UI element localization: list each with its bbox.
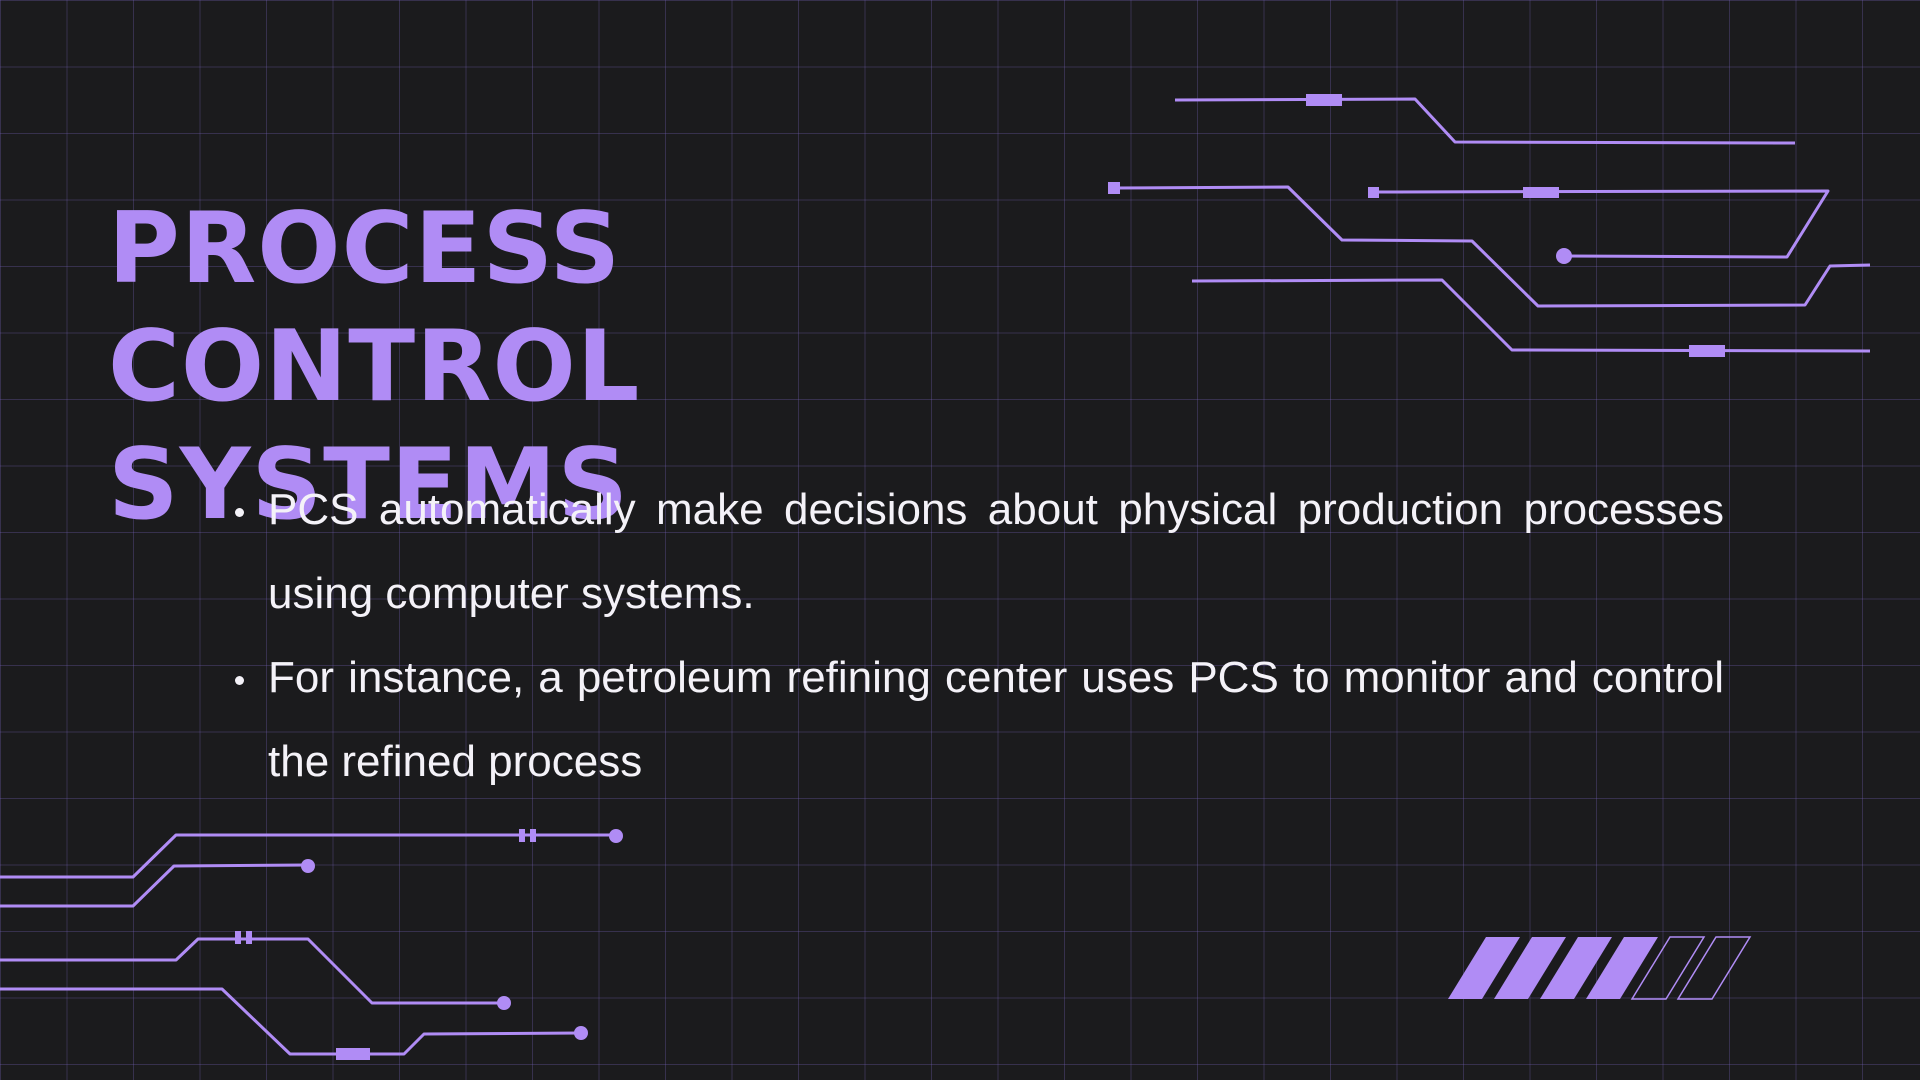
progress-segment-empty bbox=[1676, 936, 1752, 1000]
slide-title: PROCESS CONTROL SYSTEMS bbox=[108, 192, 641, 542]
bullet-item: For instance, a petroleum refining cente… bbox=[232, 636, 1724, 804]
progress-segment-filled bbox=[1448, 937, 1520, 999]
progress-segment-filled bbox=[1494, 937, 1566, 999]
progress-segment-filled bbox=[1586, 937, 1658, 999]
progress-segment-empty bbox=[1630, 936, 1706, 1000]
bullet-item: PCS automatically make decisions about p… bbox=[232, 468, 1724, 636]
progress-segment-filled bbox=[1540, 937, 1612, 999]
bullet-list: PCS automatically make decisions about p… bbox=[232, 468, 1724, 804]
